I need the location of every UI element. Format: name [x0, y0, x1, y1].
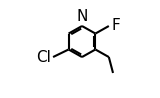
Text: Cl: Cl — [36, 50, 51, 65]
Text: N: N — [76, 9, 88, 24]
Text: F: F — [111, 18, 120, 33]
